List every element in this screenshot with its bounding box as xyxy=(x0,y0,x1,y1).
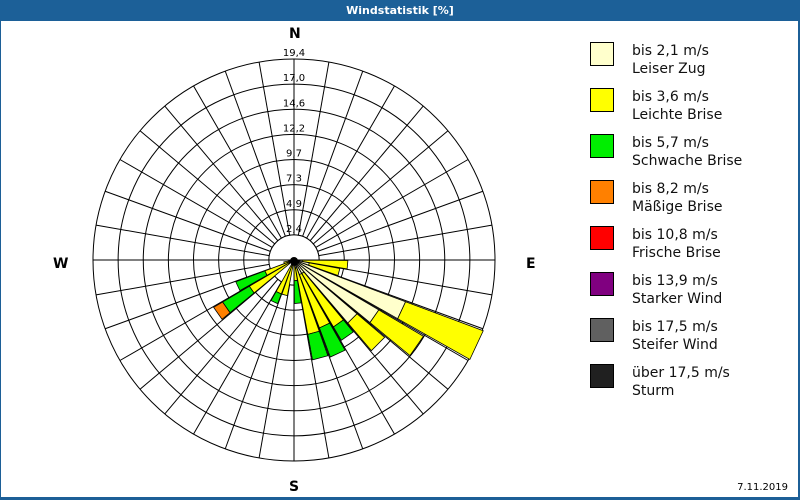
legend-swatch xyxy=(590,88,614,112)
svg-text:19,4: 19,4 xyxy=(283,48,305,59)
wind-bar-segment xyxy=(213,301,231,320)
west-label: W xyxy=(53,256,69,272)
legend-swatch xyxy=(590,180,614,204)
wind-bar-segment xyxy=(270,291,282,305)
legend-swatch xyxy=(590,42,614,66)
legend-label: bis 3,6 m/s Leichte Brise xyxy=(632,89,723,123)
wind-bar-segment xyxy=(369,309,425,357)
svg-text:2,4: 2,4 xyxy=(286,224,302,235)
legend-label: bis 8,2 m/s Mäßige Brise xyxy=(632,181,723,215)
wind-bar-segment xyxy=(283,260,290,264)
legend-label: bis 17,5 m/s Steifer Wind xyxy=(632,319,718,353)
wind-bar-segment xyxy=(293,280,302,304)
legend-label: über 17,5 m/s Sturm xyxy=(632,365,730,399)
legend-label: bis 2,1 m/s Leiser Zug xyxy=(632,43,709,77)
wind-bar-segment xyxy=(235,270,268,292)
svg-text:17,0: 17,0 xyxy=(283,73,305,84)
wind-bar-segment xyxy=(308,262,341,277)
wind-rose-chart: 2,4 4,9 7,3 9,7 12,2 14,6 17,0 19,4 xyxy=(92,48,496,462)
legend-swatch xyxy=(590,226,614,250)
svg-text:9,7: 9,7 xyxy=(286,149,302,160)
south-label: S xyxy=(289,479,300,495)
date-label: 7.11.2019 xyxy=(737,482,788,493)
legend-swatch xyxy=(590,272,614,296)
svg-text:7,3: 7,3 xyxy=(286,174,302,185)
svg-text:14,6: 14,6 xyxy=(283,98,305,109)
wind-bar-segment xyxy=(332,319,354,341)
svg-text:12,2: 12,2 xyxy=(283,123,305,134)
legend-swatch xyxy=(590,134,614,158)
chart-panel: 2,4 4,9 7,3 9,7 12,2 14,6 17,0 19,4 N E S W bis… xyxy=(1,21,798,497)
legend-swatch xyxy=(590,318,614,342)
north-label: N xyxy=(289,26,301,42)
wind-bar-segment xyxy=(397,301,484,361)
legend-label: bis 13,9 m/s Starker Wind xyxy=(632,273,723,307)
svg-text:4,9: 4,9 xyxy=(286,199,302,210)
wind-bar-segment xyxy=(307,330,329,361)
legend-label: bis 10,8 m/s Frische Brise xyxy=(632,227,721,261)
wind-bar-segment xyxy=(301,259,349,270)
legend-swatch xyxy=(590,364,614,388)
wind-bar-segment xyxy=(347,313,386,352)
window-title: Windstatistik [%] xyxy=(0,0,800,21)
legend-label: bis 5,7 m/s Schwache Brise xyxy=(632,135,743,169)
wind-bar-segment xyxy=(318,322,346,358)
east-label: E xyxy=(526,256,536,272)
